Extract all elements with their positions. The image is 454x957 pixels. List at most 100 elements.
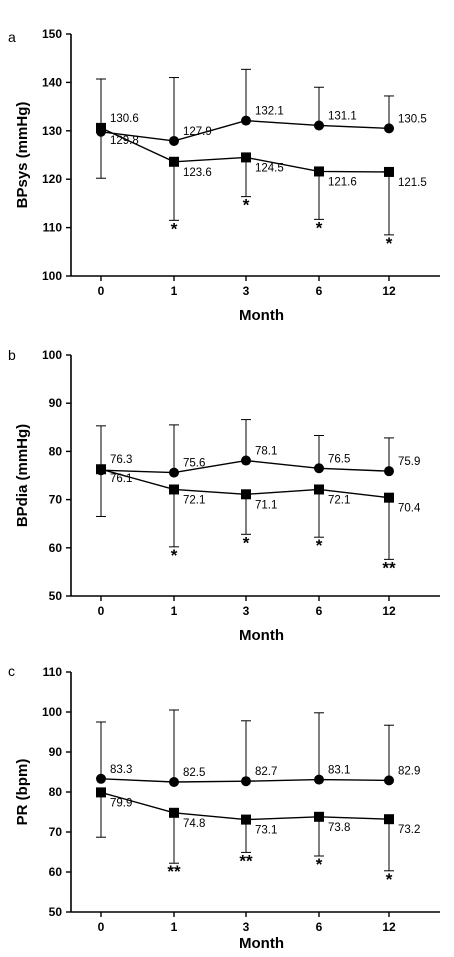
- x-tick-label: 6: [316, 920, 323, 934]
- data-point-circle: [169, 467, 179, 478]
- data-label-square: 121.6: [328, 176, 357, 188]
- data-label-square: 72.1: [328, 494, 350, 506]
- significance-mark: *: [171, 219, 178, 238]
- y-tick-label: 140: [42, 75, 62, 89]
- data-label-square: 123.6: [183, 167, 212, 179]
- data-point-square: [314, 484, 324, 495]
- data-label-circle: 82.9: [398, 765, 420, 777]
- data-point-circle: [169, 777, 179, 787]
- data-label-circle: 130.5: [398, 113, 427, 125]
- data-label-circle: 83.1: [328, 765, 350, 777]
- x-tick-label: 1: [171, 604, 178, 618]
- x-tick-label: 6: [316, 604, 323, 618]
- data-point-circle: [169, 135, 179, 146]
- data-point-circle: [241, 776, 251, 787]
- data-label-square: 74.8: [183, 818, 205, 830]
- data-point-square: [384, 492, 394, 503]
- y-tick-label: 100: [42, 705, 62, 719]
- y-tick-label: 70: [49, 493, 63, 507]
- x-tick-label: 3: [243, 920, 250, 934]
- y-tick-label: 150: [42, 27, 62, 41]
- data-label-square: 73.1: [255, 825, 277, 837]
- data-point-circle: [384, 466, 394, 477]
- data-point-square: [384, 814, 394, 825]
- x-tick-label: 0: [98, 920, 105, 934]
- data-point-circle: [314, 463, 324, 474]
- data-point-square: [169, 807, 179, 818]
- data-point-square: [314, 166, 324, 177]
- data-point-square: [241, 489, 251, 500]
- y-tick-label: 70: [49, 825, 63, 839]
- significance-mark: *: [171, 546, 178, 565]
- data-label-circle: 83.3: [110, 764, 132, 776]
- data-point-circle: [314, 120, 324, 131]
- data-label-circle: 78.1: [255, 446, 277, 458]
- y-tick-label: 100: [42, 269, 62, 283]
- data-label-square: 73.8: [328, 822, 350, 834]
- data-label-circle: 132.1: [255, 106, 284, 118]
- data-label-square: 72.1: [183, 494, 205, 506]
- data-point-square: [314, 811, 324, 822]
- x-tick-label: 3: [243, 284, 250, 298]
- data-label-circle: 76.5: [328, 453, 350, 465]
- data-point-square: [96, 464, 106, 475]
- y-tick-label: 100: [42, 348, 62, 362]
- significance-mark: **: [167, 862, 181, 881]
- x-axis-title: Month: [239, 307, 284, 324]
- x-axis-title: Month: [239, 627, 284, 644]
- data-point-circle: [384, 123, 394, 134]
- significance-mark: **: [239, 851, 253, 870]
- data-point-circle: [314, 774, 324, 785]
- chart-panel-c: c 50 60 70 80 90 100 110 0 1 3 6 12 Month PR (bpm) 83.3…: [8, 663, 440, 952]
- series-line-square: [100, 127, 390, 173]
- chart-panel-a: a 100 110 120 130 140 150 0 1 3 6 12 Month BPsys (mmH…: [8, 27, 440, 324]
- data-label-circle: 82.7: [255, 766, 277, 778]
- y-tick-label: 90: [49, 745, 63, 759]
- y-tick-label: 50: [49, 589, 63, 603]
- data-point-square: [384, 166, 394, 177]
- significance-mark: **: [382, 558, 396, 577]
- data-label-circle: 82.5: [183, 767, 205, 779]
- data-point-square: [241, 152, 251, 163]
- panel-label: b: [8, 347, 16, 363]
- data-label-square: 124.5: [255, 162, 284, 174]
- data-label-square: 71.1: [255, 499, 277, 511]
- data-label-circle: 75.9: [398, 456, 420, 468]
- x-tick-label: 12: [382, 604, 396, 618]
- data-point-square: [169, 484, 179, 495]
- x-tick-label: 12: [382, 284, 396, 298]
- data-label-circle: 75.6: [183, 458, 205, 470]
- y-tick-label: 120: [42, 172, 62, 186]
- data-point-circle: [241, 455, 251, 466]
- y-tick-label: 80: [49, 444, 63, 458]
- data-label-square: 73.2: [398, 824, 420, 836]
- y-axis-title: BPsys (mmHg): [14, 102, 31, 209]
- data-point-circle: [96, 773, 106, 784]
- y-tick-label: 60: [49, 541, 63, 555]
- data-label-square: 76.3: [110, 454, 132, 466]
- significance-mark: *: [243, 533, 250, 552]
- data-label-circle: 76.1: [110, 473, 132, 485]
- x-tick-label: 6: [316, 284, 323, 298]
- x-tick-label: 1: [171, 920, 178, 934]
- data-point-square: [96, 787, 106, 798]
- data-label-circle: 131.1: [328, 110, 357, 122]
- significance-mark: *: [386, 234, 393, 253]
- x-tick-label: 12: [382, 920, 396, 934]
- y-tick-label: 60: [49, 865, 63, 879]
- x-axis-title: Month: [239, 935, 284, 952]
- x-tick-label: 3: [243, 604, 250, 618]
- significance-mark: *: [243, 196, 250, 215]
- significance-mark: *: [316, 218, 323, 237]
- y-tick-label: 80: [49, 785, 63, 799]
- data-label-square: 79.9: [110, 797, 132, 809]
- data-point-circle: [241, 115, 251, 126]
- y-axis-title: PR (bpm): [14, 759, 31, 826]
- panel-label: a: [8, 29, 16, 45]
- data-label-square: 121.5: [398, 177, 427, 189]
- data-point-square: [96, 122, 106, 133]
- data-label-square: 70.4: [398, 503, 421, 515]
- x-tick-label: 1: [171, 284, 178, 298]
